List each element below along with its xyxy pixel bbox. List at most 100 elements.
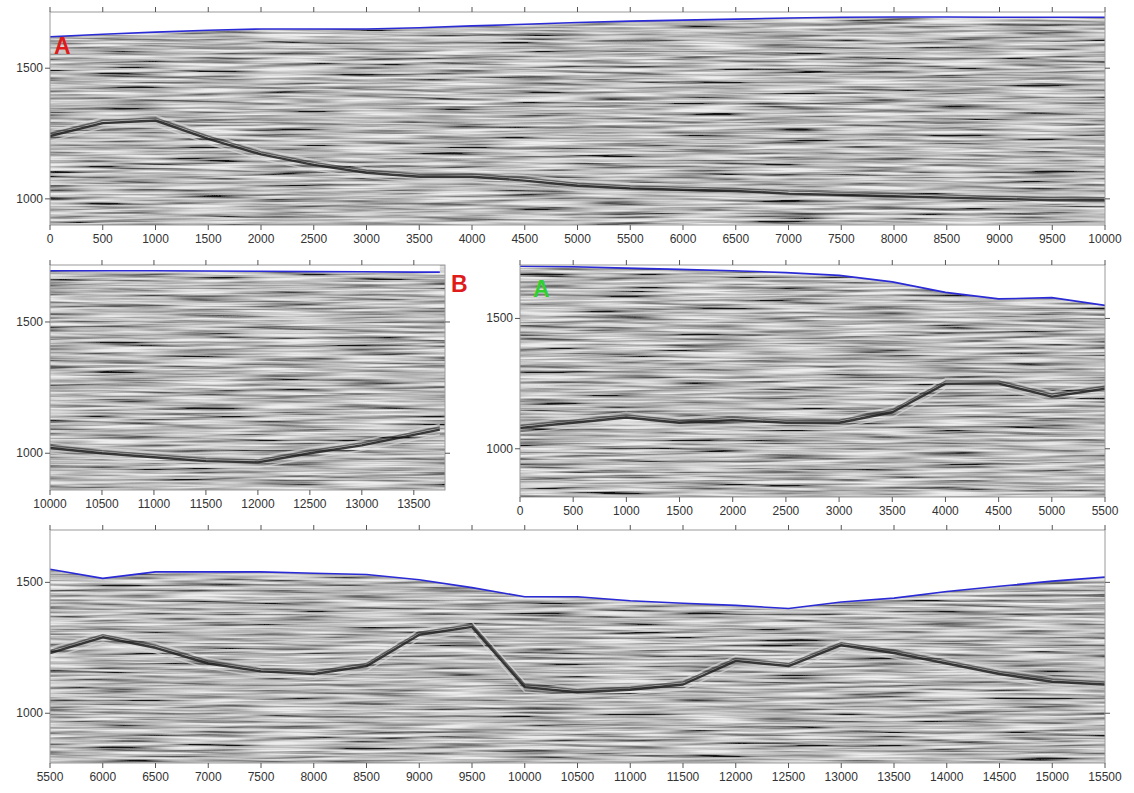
x-tick-top bbox=[261, 525, 262, 530]
x-tick-label: 11000 bbox=[138, 497, 171, 511]
x-tick-top bbox=[841, 7, 842, 12]
y-tick-label: 1000 bbox=[486, 442, 513, 456]
y-tick-right bbox=[1105, 198, 1110, 199]
radargram-ground bbox=[50, 265, 445, 490]
x-tick-label: 0 bbox=[47, 232, 54, 246]
x-tick bbox=[155, 763, 156, 768]
x-tick-label: 9500 bbox=[1039, 232, 1066, 246]
x-tick-top bbox=[735, 7, 736, 12]
surface-line bbox=[520, 266, 1105, 305]
x-tick-top bbox=[50, 260, 51, 265]
x-tick bbox=[50, 763, 51, 768]
x-tick bbox=[788, 763, 789, 768]
x-tick-label: 15000 bbox=[1036, 770, 1070, 784]
x-tick-label: 8000 bbox=[881, 232, 908, 246]
y-tick bbox=[515, 448, 520, 449]
x-tick-label: 10000 bbox=[508, 770, 542, 784]
x-tick-top bbox=[894, 7, 895, 12]
plot-area bbox=[50, 265, 445, 490]
x-tick-label: 6000 bbox=[89, 770, 116, 784]
x-tick-label: 7500 bbox=[248, 770, 275, 784]
panel: 5500600065007000750080008500900095001000… bbox=[16, 525, 1122, 784]
x-tick bbox=[577, 225, 578, 230]
x-tick-label: 4000 bbox=[932, 504, 959, 518]
x-tick-top bbox=[261, 7, 262, 12]
x-tick-top bbox=[472, 7, 473, 12]
x-tick-top bbox=[892, 260, 893, 265]
x-tick-top bbox=[257, 260, 258, 265]
plot-frame bbox=[520, 265, 1105, 497]
x-tick bbox=[841, 763, 842, 768]
x-tick-label: 1000 bbox=[613, 504, 640, 518]
x-tick bbox=[50, 490, 51, 495]
x-tick-top bbox=[841, 525, 842, 530]
x-tick bbox=[785, 497, 786, 502]
x-tick-top bbox=[419, 7, 420, 12]
x-tick bbox=[735, 763, 736, 768]
y-tick bbox=[45, 713, 50, 714]
x-tick-label: 12500 bbox=[293, 497, 327, 511]
radargram-texture bbox=[520, 265, 1105, 497]
x-tick-label: 7500 bbox=[828, 232, 855, 246]
x-tick-top bbox=[788, 525, 789, 530]
x-tick-label: 4500 bbox=[511, 232, 538, 246]
x-tick-top bbox=[50, 7, 51, 12]
panel: 1000010500110001150012000125001300013500… bbox=[16, 260, 450, 511]
y-tick-label: 1000 bbox=[16, 706, 43, 720]
x-tick-top bbox=[208, 525, 209, 530]
panel-label: A bbox=[533, 276, 550, 302]
air-above-surface bbox=[50, 530, 1105, 609]
x-tick bbox=[1105, 225, 1106, 230]
radargram-texture bbox=[50, 265, 445, 490]
x-tick-top bbox=[208, 7, 209, 12]
x-tick-top bbox=[155, 525, 156, 530]
x-tick bbox=[998, 497, 999, 502]
x-tick bbox=[261, 225, 262, 230]
x-tick-label: 2500 bbox=[300, 232, 327, 246]
x-tick-label: 3500 bbox=[879, 504, 906, 518]
x-tick-label: 11500 bbox=[667, 770, 700, 784]
x-tick-label: 10000 bbox=[1088, 232, 1122, 246]
x-tick bbox=[788, 225, 789, 230]
x-tick bbox=[419, 225, 420, 230]
x-tick-top bbox=[366, 525, 367, 530]
x-tick-top bbox=[945, 260, 946, 265]
panel-label: B bbox=[451, 271, 468, 297]
x-tick bbox=[155, 225, 156, 230]
x-tick-top bbox=[839, 260, 840, 265]
x-tick-top bbox=[626, 260, 627, 265]
x-tick bbox=[413, 490, 414, 495]
x-tick bbox=[839, 497, 840, 502]
x-tick bbox=[102, 225, 103, 230]
plot-frame bbox=[50, 12, 1105, 225]
x-tick-label: 13500 bbox=[877, 770, 911, 784]
x-tick bbox=[679, 497, 680, 502]
x-tick bbox=[153, 490, 154, 495]
x-tick-label: 8000 bbox=[300, 770, 327, 784]
x-tick-top bbox=[205, 260, 206, 265]
plot-area bbox=[50, 12, 1105, 225]
x-tick-top bbox=[788, 7, 789, 12]
air-above-surface bbox=[520, 265, 1105, 305]
y-tick-right bbox=[1105, 713, 1110, 714]
x-tick-label: 7000 bbox=[195, 770, 222, 784]
y-tick-label: 1500 bbox=[16, 575, 43, 589]
x-tick-top bbox=[683, 7, 684, 12]
x-tick bbox=[524, 763, 525, 768]
x-tick-label: 3000 bbox=[826, 504, 853, 518]
x-tick-top bbox=[894, 525, 895, 530]
x-tick-label: 0 bbox=[517, 504, 524, 518]
x-tick-top bbox=[999, 7, 1000, 12]
x-tick bbox=[1051, 497, 1052, 502]
x-tick-label: 10500 bbox=[85, 497, 119, 511]
x-tick-label: 12500 bbox=[772, 770, 806, 784]
x-tick bbox=[894, 763, 895, 768]
y-tick bbox=[45, 582, 50, 583]
x-tick-top bbox=[102, 7, 103, 12]
x-tick bbox=[419, 763, 420, 768]
panel: 0500100015002000250030003500400045005000… bbox=[16, 7, 1122, 246]
y-tick-right bbox=[1105, 318, 1110, 319]
radargram-ground bbox=[50, 12, 1105, 225]
x-tick-label: 8500 bbox=[933, 232, 960, 246]
x-tick bbox=[313, 225, 314, 230]
